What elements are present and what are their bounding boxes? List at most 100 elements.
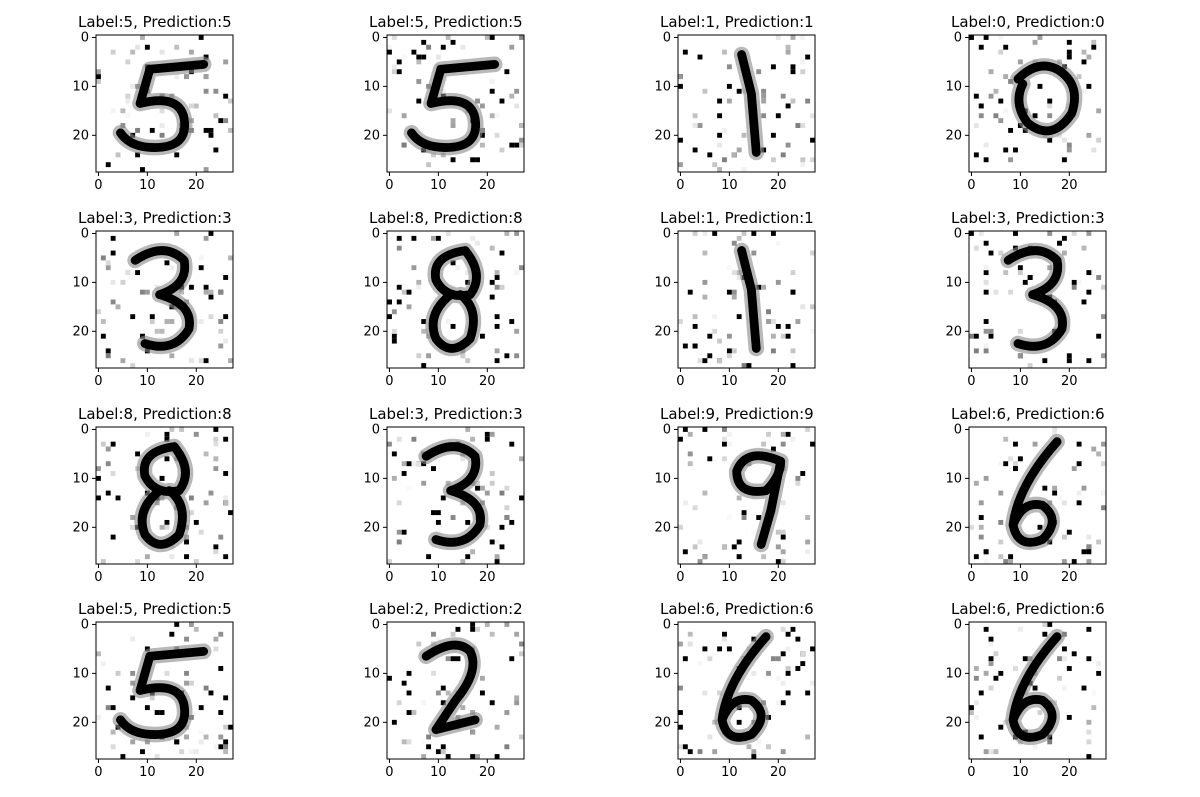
panel-title: Label:3, Prediction:3 [951, 209, 1105, 227]
axes-frame [386, 426, 525, 565]
y-tick-label: 0 [954, 422, 962, 437]
y-tick-label: 10 [654, 275, 671, 290]
y-tick-label: 20 [654, 324, 671, 339]
digit-image [96, 35, 233, 172]
digit-image [969, 622, 1106, 759]
panel-title: Label:6, Prediction:6 [660, 600, 814, 618]
x-tick-label: 10 [430, 178, 447, 193]
digit-image [387, 231, 524, 368]
x-tick-label: 10 [1012, 178, 1029, 193]
x-tick-label: 10 [430, 374, 447, 389]
x-tick-label: 0 [676, 374, 684, 389]
x-tick-label: 0 [94, 570, 102, 585]
digit-image [678, 35, 815, 172]
x-tick-label: 10 [1012, 765, 1029, 780]
digit-image [387, 622, 524, 759]
x-tick-label: 20 [479, 178, 496, 193]
panel-title: Label:3, Prediction:3 [369, 405, 523, 423]
x-tick-label: 0 [94, 765, 102, 780]
x-tick-label: 20 [770, 374, 787, 389]
y-tick-label: 20 [72, 520, 89, 535]
x-tick-label: 0 [967, 374, 975, 389]
x-tick-label: 0 [676, 570, 684, 585]
y-tick-label: 0 [663, 422, 671, 437]
axes-frame [968, 230, 1107, 369]
digit-image [96, 622, 233, 759]
digit-image [969, 427, 1106, 564]
x-tick-label: 10 [721, 374, 738, 389]
digit-image [969, 231, 1106, 368]
x-tick-label: 10 [721, 178, 738, 193]
panel-title: Label:1, Prediction:1 [660, 209, 814, 227]
panel-title: Label:8, Prediction:8 [369, 209, 523, 227]
x-tick-label: 10 [139, 374, 156, 389]
axes-frame [968, 34, 1107, 173]
panel-title: Label:3, Prediction:3 [78, 209, 232, 227]
y-tick-label: 10 [945, 79, 962, 94]
y-tick-label: 10 [945, 471, 962, 486]
x-tick-label: 10 [1012, 374, 1029, 389]
panel-title: Label:0, Prediction:0 [951, 13, 1105, 31]
y-tick-label: 10 [72, 275, 89, 290]
y-tick-label: 20 [363, 715, 380, 730]
digit-image [387, 427, 524, 564]
y-tick-label: 0 [663, 30, 671, 45]
x-tick-label: 20 [188, 178, 205, 193]
y-tick-label: 10 [654, 79, 671, 94]
x-tick-label: 20 [188, 570, 205, 585]
axes-frame [677, 426, 816, 565]
x-tick-label: 20 [1061, 765, 1078, 780]
x-tick-label: 0 [94, 178, 102, 193]
x-tick-label: 0 [385, 570, 393, 585]
x-tick-label: 10 [139, 178, 156, 193]
y-tick-label: 20 [363, 324, 380, 339]
y-tick-label: 20 [72, 715, 89, 730]
digit-image [678, 231, 815, 368]
y-tick-label: 20 [654, 520, 671, 535]
panel-title: Label:2, Prediction:2 [369, 600, 523, 618]
y-tick-label: 10 [72, 471, 89, 486]
x-tick-label: 10 [430, 765, 447, 780]
y-tick-label: 10 [72, 666, 89, 681]
y-tick-label: 0 [81, 617, 89, 632]
y-tick-label: 20 [945, 520, 962, 535]
x-tick-label: 0 [967, 178, 975, 193]
x-tick-label: 20 [1061, 178, 1078, 193]
x-tick-label: 10 [139, 570, 156, 585]
x-tick-label: 0 [967, 570, 975, 585]
x-tick-label: 0 [676, 765, 684, 780]
digit-image [678, 427, 815, 564]
panel-title: Label:5, Prediction:5 [78, 13, 232, 31]
y-tick-label: 0 [372, 617, 380, 632]
x-tick-label: 0 [94, 374, 102, 389]
digit-image [96, 427, 233, 564]
panel-title: Label:5, Prediction:5 [369, 13, 523, 31]
panel-title: Label:1, Prediction:1 [660, 13, 814, 31]
x-tick-label: 10 [139, 765, 156, 780]
x-tick-label: 0 [967, 765, 975, 780]
x-tick-label: 0 [385, 374, 393, 389]
axes-frame [677, 621, 816, 760]
axes-frame [677, 34, 816, 173]
digit-image [387, 35, 524, 172]
panel-title: Label:9, Prediction:9 [660, 405, 814, 423]
x-tick-label: 10 [1012, 570, 1029, 585]
y-tick-label: 0 [372, 422, 380, 437]
y-tick-label: 20 [654, 128, 671, 143]
x-tick-label: 20 [770, 178, 787, 193]
y-tick-label: 10 [72, 79, 89, 94]
y-tick-label: 0 [663, 617, 671, 632]
